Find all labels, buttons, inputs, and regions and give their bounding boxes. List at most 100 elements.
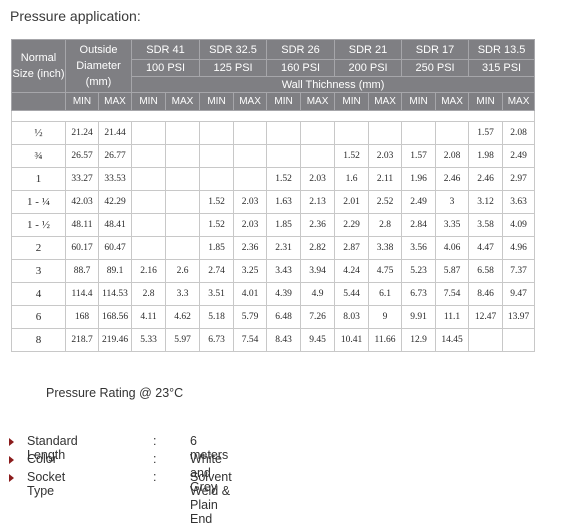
max-header: MAX	[368, 92, 403, 111]
od-max-cell: 48.41	[97, 213, 133, 237]
size-cell: 1 - ½	[11, 213, 66, 237]
wall-min-cell: 6.73	[401, 282, 437, 306]
wall-max-cell	[165, 121, 201, 145]
table-row: 6 168 168.56 4.11 4.62 5.18 5.79 6.48 7.26 8.03 9 9…	[11, 305, 536, 329]
od-min-cell: 88.7	[65, 259, 99, 283]
size-cell: 8	[11, 328, 66, 352]
wall-min-cell: 4.24	[334, 259, 370, 283]
wall-max-cell	[502, 328, 536, 352]
wall-max-cell: 6.1	[368, 282, 403, 306]
od-max-cell: 26.77	[97, 144, 133, 168]
wall-thickness-header: Wall Thichness (mm)	[131, 76, 536, 93]
wall-max-cell: 4.75	[368, 259, 403, 283]
min-header: MIN	[334, 92, 370, 111]
psi-header: 200 PSI	[334, 59, 403, 77]
od-max-cell: 219.46	[97, 328, 133, 352]
wall-min-cell: 1.57	[401, 144, 437, 168]
od-header: Outside Diameter (mm)	[64, 39, 133, 93]
psi-header: 160 PSI	[266, 59, 336, 77]
wall-max-cell: 2.03	[300, 167, 336, 191]
wall-max-cell: 9.47	[502, 282, 536, 306]
wall-min-cell: 2.49	[401, 190, 437, 214]
table-row: ½ 21.24 21.44 1.57 2.08	[11, 121, 536, 145]
wall-min-cell	[131, 213, 167, 237]
wall-min-cell: 2.16	[131, 259, 167, 283]
wall-max-cell: 3.94	[300, 259, 336, 283]
wall-max-cell: 13.97	[502, 305, 536, 329]
wall-max-cell	[435, 121, 470, 145]
od-min-cell: 48.11	[65, 213, 99, 237]
wall-max-cell: 2.08	[502, 121, 536, 145]
spec-label: Color	[27, 452, 57, 466]
wall-min-cell: 3.51	[199, 282, 235, 306]
wall-max-cell: 9	[368, 305, 403, 329]
wall-max-cell	[233, 144, 268, 168]
bullet-icon	[9, 438, 14, 446]
wall-max-cell: 3.63	[502, 190, 536, 214]
table-row: 4 114.4 114.53 2.8 3.3 3.51 4.01 4.39 4.9 5.44 6.1…	[11, 282, 536, 306]
wall-max-cell: 5.97	[165, 328, 201, 352]
spec-value: Solvent Weld & Plain End	[190, 470, 232, 526]
size-cell: 1 - ¼	[11, 190, 66, 214]
size-cell: 3	[11, 259, 66, 283]
wall-min-cell: 8.03	[334, 305, 370, 329]
size-header: Normal Size (inch)	[11, 39, 66, 93]
wall-min-cell	[199, 167, 235, 191]
sdr-header: SDR 13.5	[468, 39, 536, 60]
wall-max-cell: 2.03	[368, 144, 403, 168]
min-header	[11, 92, 66, 111]
wall-max-cell: 7.26	[300, 305, 336, 329]
max-header: MAX	[300, 92, 336, 111]
sdr-header: SDR 26	[266, 39, 336, 60]
max-header: MAX	[502, 92, 536, 111]
psi-header: 125 PSI	[199, 59, 268, 77]
wall-min-cell	[131, 236, 167, 260]
wall-min-cell: 4.39	[266, 282, 302, 306]
bullet-icon	[9, 456, 14, 464]
wall-min-cell: 5.33	[131, 328, 167, 352]
wall-min-cell: 12.47	[468, 305, 504, 329]
wall-min-cell	[334, 121, 370, 145]
wall-max-cell: 7.54	[233, 328, 268, 352]
wall-max-cell: 2.36	[233, 236, 268, 260]
min-header: MIN	[266, 92, 302, 111]
spec-label: Standard Length	[27, 434, 78, 462]
wall-min-cell: 1.63	[266, 190, 302, 214]
wall-min-cell: 2.87	[334, 236, 370, 260]
od-max-cell: 114.53	[97, 282, 133, 306]
size-cell: ½	[11, 121, 66, 145]
wall-max-cell	[165, 167, 201, 191]
wall-min-cell: 1.98	[468, 144, 504, 168]
od-min-cell: 218.7	[65, 328, 99, 352]
wall-max-cell: 11.66	[368, 328, 403, 352]
pressure-spec-table: Normal Size (inch) Outside Diameter (mm)…	[10, 39, 536, 352]
max-header: MAX	[165, 92, 201, 111]
wall-min-cell: 1.52	[199, 213, 235, 237]
wall-max-cell: 3.35	[435, 213, 470, 237]
wall-max-cell: 7.54	[435, 282, 470, 306]
pressure-rating: Pressure Rating @ 23°C	[46, 386, 184, 400]
wall-max-cell: 2.08	[435, 144, 470, 168]
max-header: MAX	[233, 92, 268, 111]
size-cell: 6	[11, 305, 66, 329]
wall-max-cell	[165, 236, 201, 260]
wall-min-cell: 1.52	[199, 190, 235, 214]
psi-header: 250 PSI	[401, 59, 470, 77]
min-header: MIN	[65, 92, 99, 111]
wall-max-cell: 2.8	[368, 213, 403, 237]
od-max-cell: 33.53	[97, 167, 133, 191]
wall-min-cell: 8.46	[468, 282, 504, 306]
wall-max-cell: 4.01	[233, 282, 268, 306]
wall-min-cell: 5.23	[401, 259, 437, 283]
wall-max-cell: 4.06	[435, 236, 470, 260]
wall-min-cell: 6.58	[468, 259, 504, 283]
sdr-header: SDR 17	[401, 39, 470, 60]
wall-min-cell: 1.57	[468, 121, 504, 145]
od-min-cell: 21.24	[65, 121, 99, 145]
wall-min-cell: 1.85	[199, 236, 235, 260]
table-row: ¾ 26.57 26.77 1.52 2.03 1.57 2.08 1.98 2.49	[11, 144, 536, 168]
spec-colon: :	[153, 452, 157, 466]
wall-min-cell	[266, 144, 302, 168]
wall-max-cell: 3.38	[368, 236, 403, 260]
wall-max-cell: 3.25	[233, 259, 268, 283]
